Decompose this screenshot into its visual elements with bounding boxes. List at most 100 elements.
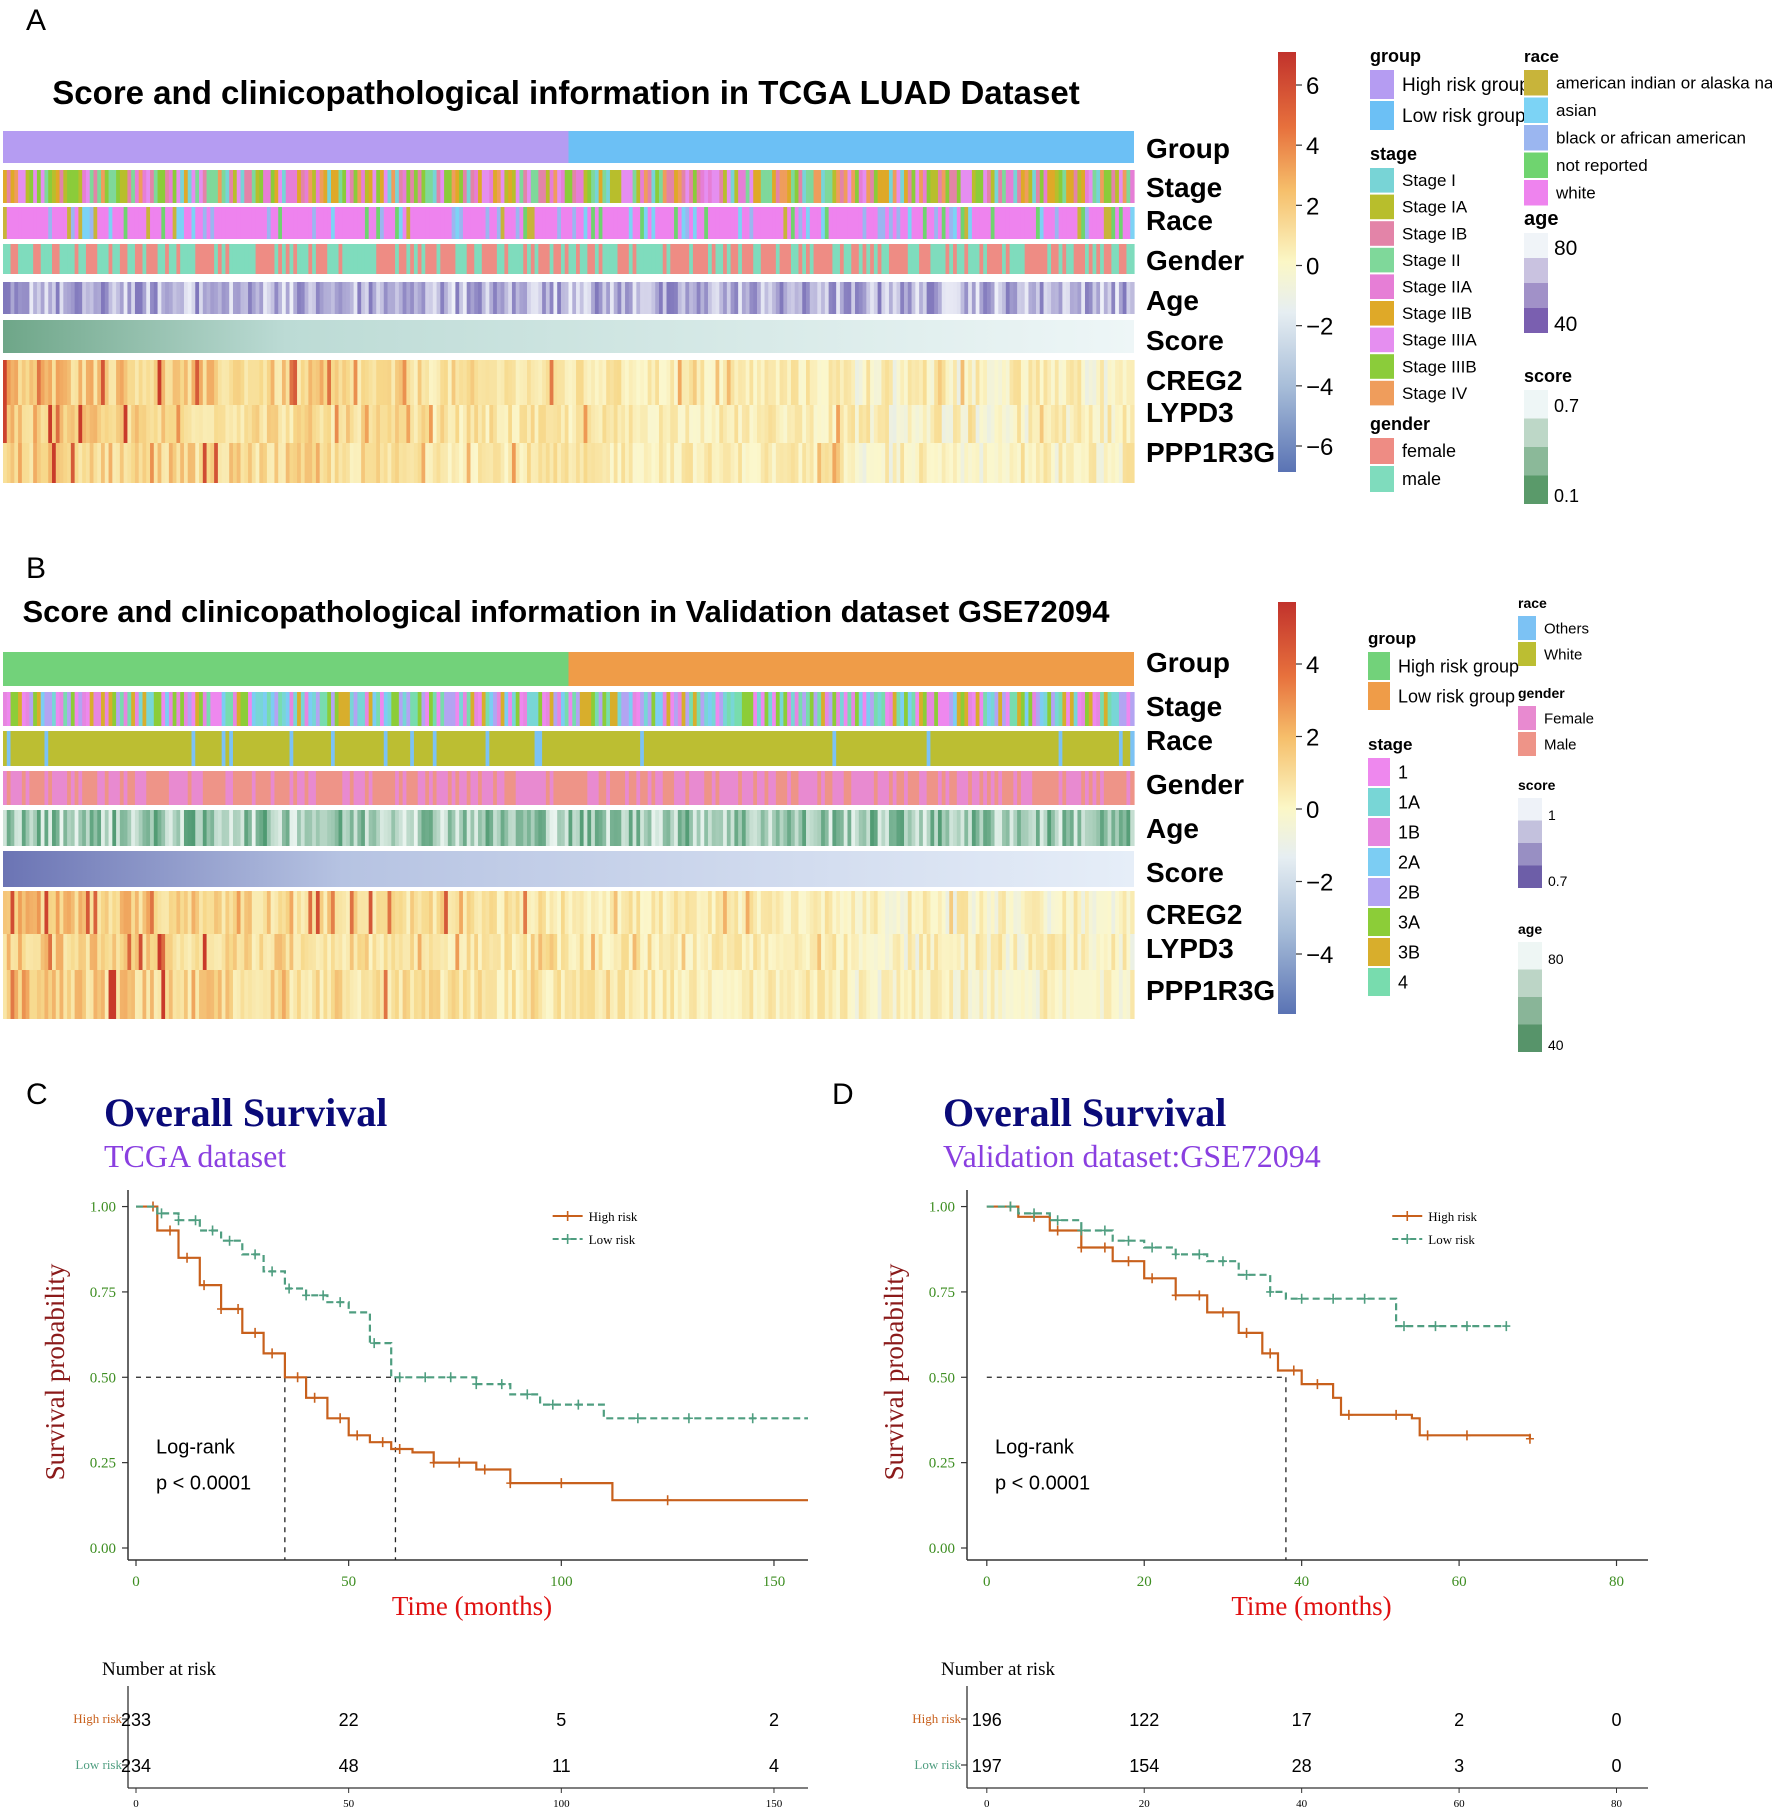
censor-mark — [1006, 1201, 1015, 1212]
legend-label-high-risk: High risk — [1428, 1209, 1477, 1224]
panel-a-title: Score and clinicopathological informatio… — [52, 74, 1079, 111]
risk-table-title: Number at risk — [941, 1659, 1055, 1680]
legend-low-label: 0.1 — [1554, 486, 1579, 506]
censor-mark — [1392, 1409, 1401, 1420]
censor-mark — [268, 1266, 277, 1277]
legend-item-label: Low risk group — [1402, 106, 1526, 127]
censor-mark — [1124, 1235, 1133, 1246]
colorbar-tick: 0 — [1306, 797, 1319, 824]
risk-count: 17 — [1292, 1710, 1312, 1730]
colorbar-tick: −4 — [1306, 374, 1333, 401]
risk-count: 22 — [339, 1710, 359, 1730]
censor-mark — [1124, 1256, 1133, 1267]
row-label-group: Group — [1146, 647, 1230, 678]
panel-b-letter: B — [26, 552, 46, 585]
censor-mark — [1431, 1321, 1440, 1332]
censor-mark — [1266, 1348, 1275, 1359]
censor-mark — [1195, 1249, 1204, 1260]
legend-swatch — [1370, 274, 1394, 299]
censor-mark — [1171, 1249, 1180, 1260]
legend-low-label: 40 — [1554, 313, 1577, 336]
legend-swatch — [1370, 438, 1394, 464]
legend-marker — [1403, 1211, 1412, 1221]
censor-mark — [421, 1372, 430, 1383]
risk-count: 234 — [121, 1756, 151, 1776]
legend-title-score: score — [1518, 777, 1556, 793]
row-label-stage: Stage — [1146, 691, 1222, 722]
legend-item-label: Others — [1544, 621, 1589, 638]
colorbar-tick: 2 — [1306, 193, 1319, 220]
x-tick-label: 0 — [983, 1574, 991, 1590]
censor-mark — [574, 1399, 583, 1410]
legend-title-stage: stage — [1368, 735, 1412, 754]
censor-mark — [1195, 1290, 1204, 1301]
legend-item-label: Stage IIB — [1402, 304, 1472, 323]
censor-mark — [1313, 1379, 1322, 1390]
censor-mark — [446, 1372, 455, 1383]
risk-count: 2 — [1454, 1710, 1464, 1730]
legend-swatch — [1368, 968, 1390, 996]
x-tick-label: 100 — [550, 1574, 573, 1590]
logrank-label: Log-rank — [995, 1437, 1075, 1459]
x-tick-label: 40 — [1294, 1574, 1309, 1590]
y-tick-label: 0.00 — [929, 1541, 955, 1557]
panel-c-letter: C — [26, 1078, 48, 1111]
censor-mark — [1100, 1242, 1109, 1253]
km-curve-high-risk — [136, 1205, 808, 1502]
heatmap-row-race — [3, 207, 1135, 239]
legend-swatch — [1368, 908, 1390, 936]
colorbar-tick: 2 — [1306, 725, 1319, 752]
legend-title-gender: gender — [1518, 685, 1565, 701]
censor-mark — [1242, 1327, 1251, 1338]
risk-count: 197 — [972, 1756, 1002, 1776]
censor-mark — [1525, 1433, 1534, 1444]
panel-c-title: Overall Survival — [104, 1090, 387, 1135]
legend-swatch — [1370, 101, 1394, 130]
legend-high-label: 1 — [1548, 807, 1556, 823]
colorbar-tick: 6 — [1306, 73, 1319, 100]
censor-mark — [200, 1280, 209, 1291]
legend-item-label: High risk group — [1402, 75, 1530, 96]
heatmap-row-group-high — [3, 652, 569, 686]
censor-mark — [1218, 1307, 1227, 1318]
legend-item-label: american indian or alaska native — [1556, 74, 1772, 93]
legend-high-label: 80 — [1554, 237, 1577, 260]
censor-mark — [225, 1235, 234, 1246]
km-curve-high-risk — [986, 1205, 1531, 1439]
x-tick-label: 80 — [1609, 1574, 1624, 1590]
legend-swatch — [1368, 788, 1390, 816]
censor-mark — [472, 1379, 481, 1390]
heatmap-row-gender — [3, 244, 1135, 274]
risk-count: 2 — [769, 1710, 779, 1730]
censor-mark — [1289, 1365, 1298, 1376]
legend-gradient-step — [1524, 390, 1548, 419]
censor-mark — [633, 1413, 642, 1424]
legend-item-label: White — [1544, 647, 1582, 664]
heatmap-row-gene3 — [3, 443, 1135, 483]
legend-item-label: white — [1555, 184, 1596, 203]
legend-swatch — [1524, 97, 1548, 123]
legend-title-score: score — [1524, 366, 1572, 386]
censor-mark — [1344, 1409, 1353, 1420]
x-tick-label: 20 — [1137, 1574, 1152, 1590]
legend-gradient-step — [1524, 447, 1548, 476]
legend-item-label: 1 — [1398, 762, 1408, 782]
censor-mark — [1148, 1242, 1157, 1253]
legend-swatch — [1368, 652, 1390, 680]
legend-gradient-step — [1524, 475, 1548, 504]
legend-swatch — [1370, 327, 1394, 353]
legend-gradient-step — [1524, 308, 1548, 333]
panel-a-letter: A — [26, 4, 46, 37]
risk-row-label: Low risk — [914, 1757, 961, 1772]
heatmap-row-score — [3, 851, 1134, 887]
legend-item-label: Stage I — [1402, 171, 1456, 190]
censor-mark — [1423, 1430, 1432, 1441]
row-label-lypd3: LYPD3 — [1146, 397, 1234, 428]
colorbar-tick: 4 — [1306, 133, 1319, 160]
x-axis-label: Time (months) — [392, 1591, 552, 1621]
heatmap-a-colorbar-ticks: 6 4 2 0 −2 −4 −6 — [1296, 73, 1333, 461]
